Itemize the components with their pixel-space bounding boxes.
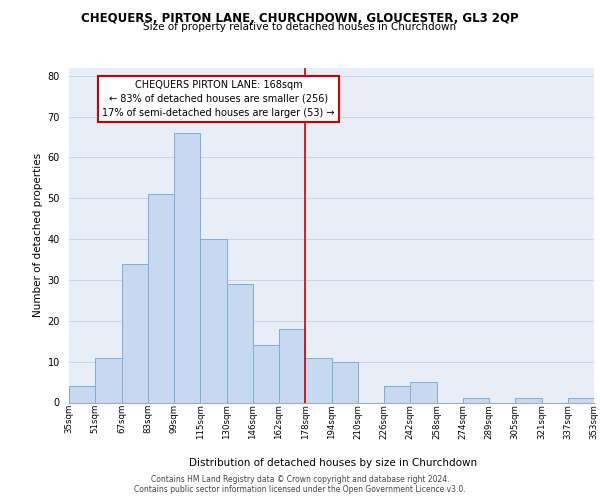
- Bar: [227, 284, 253, 403]
- Bar: [121, 264, 148, 402]
- Bar: [95, 358, 121, 403]
- Text: Contains HM Land Registry data © Crown copyright and database right 2024.: Contains HM Land Registry data © Crown c…: [151, 475, 449, 484]
- Bar: [148, 194, 174, 402]
- Text: CHEQUERS, PIRTON LANE, CHURCHDOWN, GLOUCESTER, GL3 2QP: CHEQUERS, PIRTON LANE, CHURCHDOWN, GLOUC…: [81, 12, 519, 26]
- Bar: [515, 398, 542, 402]
- Bar: [279, 329, 305, 402]
- Bar: [331, 362, 358, 403]
- Text: Size of property relative to detached houses in Churchdown: Size of property relative to detached ho…: [143, 22, 457, 32]
- Text: Contains public sector information licensed under the Open Government Licence v3: Contains public sector information licen…: [134, 485, 466, 494]
- Bar: [200, 239, 227, 402]
- Bar: [384, 386, 410, 402]
- Text: Distribution of detached houses by size in Churchdown: Distribution of detached houses by size …: [189, 458, 477, 468]
- Bar: [253, 346, 279, 403]
- Bar: [174, 133, 200, 402]
- Bar: [410, 382, 437, 402]
- Bar: [463, 398, 489, 402]
- Y-axis label: Number of detached properties: Number of detached properties: [34, 153, 43, 317]
- Bar: [69, 386, 95, 402]
- Bar: [305, 358, 331, 403]
- Bar: [568, 398, 594, 402]
- Text: CHEQUERS PIRTON LANE: 168sqm
← 83% of detached houses are smaller (256)
17% of s: CHEQUERS PIRTON LANE: 168sqm ← 83% of de…: [103, 80, 335, 118]
